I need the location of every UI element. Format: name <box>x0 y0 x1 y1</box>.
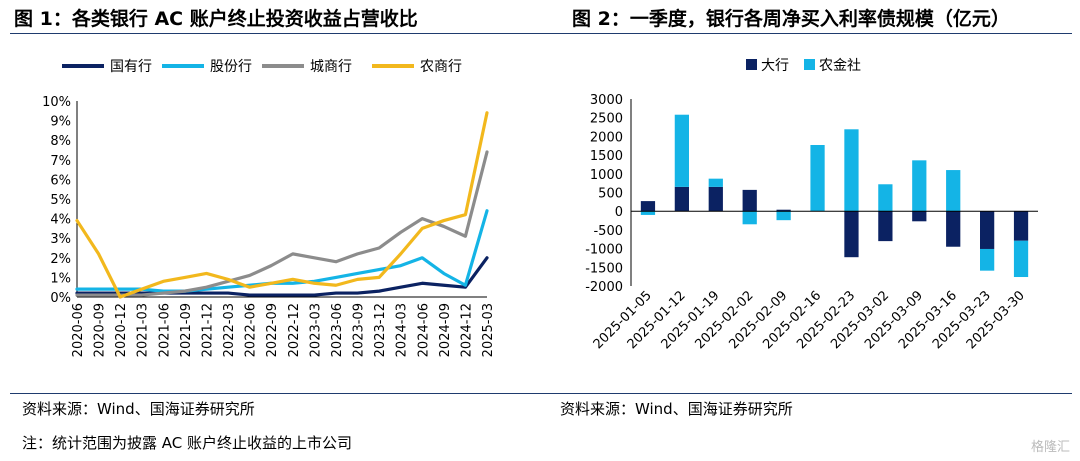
legend-swatch-1 <box>804 59 815 70</box>
y-tick-label: 9% <box>50 115 71 130</box>
bar-1 <box>776 211 791 221</box>
bar-1 <box>810 145 825 212</box>
bar-0 <box>946 211 961 247</box>
y-tick-label: -2000 <box>585 280 623 295</box>
y-tick-label: 1500 <box>590 149 623 164</box>
series-line-0 <box>75 256 489 297</box>
bar-0 <box>776 209 791 212</box>
x-tick-label: 2024-03 <box>395 303 410 357</box>
series-line-1 <box>75 209 489 293</box>
bar-1 <box>980 248 995 271</box>
figure2-title: 图 2：一季度，银行各周净买入利率债规模（亿元） <box>572 8 1010 30</box>
y-tick-label: 1000 <box>590 168 623 183</box>
x-tick-label: 2021-09 <box>179 303 194 357</box>
y-tick-label: 0% <box>50 291 71 306</box>
bar-1 <box>640 211 656 215</box>
x-tick-label: 2021-12 <box>200 303 215 357</box>
x-tick-label: 2025-03 <box>481 303 496 357</box>
legend-label-1: 农金社 <box>819 58 861 74</box>
x-tick-label: 2020-09 <box>93 303 108 357</box>
y-tick-label: 3000 <box>590 93 623 108</box>
y-tick-label: -1500 <box>585 261 623 276</box>
x-tick-label: 2022-09 <box>265 303 280 357</box>
bar-0 <box>980 211 995 249</box>
y-tick-label: 6% <box>50 173 71 188</box>
x-tick-label: 2021-03 <box>136 303 151 357</box>
y-tick-label: 8% <box>50 134 71 149</box>
y-tick-label: 1% <box>50 271 71 286</box>
y-tick-label: 2000 <box>590 130 623 145</box>
bottom-divider <box>10 393 1072 394</box>
y-tick-label: 0 <box>615 205 623 220</box>
bar-1 <box>1013 240 1029 278</box>
bar-1 <box>912 160 927 212</box>
bar-1 <box>674 114 689 187</box>
y-tick-label: 7% <box>50 154 71 169</box>
x-tick-label: 2023-06 <box>330 303 345 357</box>
footnote: 注：统计范围为披露 AC 账户终止收益的上市公司 <box>22 434 353 452</box>
y-tick-label: -500 <box>593 224 623 239</box>
figure1-title: 图 1：各类银行 AC 账户终止投资收益占营收比 <box>14 8 418 30</box>
x-tick-label: 2020-12 <box>114 303 129 357</box>
bar-0 <box>640 201 656 212</box>
y-tick-label: 3% <box>50 232 71 247</box>
legend-label-2: 城商行 <box>310 59 352 75</box>
bar-1 <box>946 170 961 212</box>
source-right: 资料来源：Wind、国海证券研究所 <box>560 400 793 418</box>
x-tick-label: 2024-06 <box>416 303 431 357</box>
bar-chart-weekly-net-purchase: 大行 农金社 -2000 -1500 -1000 -500 0 500 1000 1500 2000… <box>585 58 1038 352</box>
bar-0 <box>878 211 893 242</box>
x-tick-label: 2023-12 <box>373 303 388 357</box>
x-tick-label: 2022-12 <box>287 303 302 357</box>
y-tick-label: 2% <box>50 252 71 267</box>
x-tick-label: 2023-03 <box>308 303 323 357</box>
bar-1 <box>742 211 757 225</box>
bar-0 <box>708 186 723 212</box>
bar-1 <box>708 178 723 187</box>
legend-label-3: 农商行 <box>420 59 462 75</box>
bar-1 <box>878 184 893 212</box>
legend-label-0: 国有行 <box>110 59 152 75</box>
y-tick-label: 500 <box>598 187 623 202</box>
bar-0 <box>674 186 689 212</box>
top-divider <box>10 33 1072 34</box>
series-line-2 <box>75 150 489 297</box>
y-tick-label: -1000 <box>585 243 623 258</box>
series-line-3 <box>75 111 489 299</box>
line-chart-ac-income-ratio: 国有行 股份行 城商行 农商行 0% 1% 2% 3% 4% 5% 6% 7% 8% 9% 10% 2020-… <box>42 59 496 357</box>
x-tick-label: 2021-06 <box>157 303 172 357</box>
x-tick-label: 2024-09 <box>438 303 453 357</box>
legend-label-0: 大行 <box>761 58 789 74</box>
x-tick-label: 2024-12 <box>459 303 474 357</box>
x-tick-label: 2023-09 <box>352 303 367 357</box>
y-tick-label: 4% <box>50 213 71 228</box>
bar-0 <box>912 211 927 222</box>
y-tick-label: 2500 <box>590 112 623 127</box>
legend-swatch-0 <box>746 59 757 70</box>
x-tick-label: 2020-06 <box>71 303 86 357</box>
x-tick-label: 2022-03 <box>222 303 237 357</box>
bar-0 <box>742 189 757 212</box>
x-tick-label: 2022-06 <box>244 303 259 357</box>
bar-0 <box>1013 211 1029 241</box>
bar-1 <box>844 129 859 212</box>
y-tick-label: 10% <box>42 95 71 110</box>
legend-label-1: 股份行 <box>210 59 252 75</box>
source-left: 资料来源：Wind、国海证券研究所 <box>22 400 255 418</box>
y-tick-label: 5% <box>50 193 71 208</box>
bar-0 <box>844 211 859 258</box>
watermark-logo: 格隆汇 <box>1030 440 1070 455</box>
